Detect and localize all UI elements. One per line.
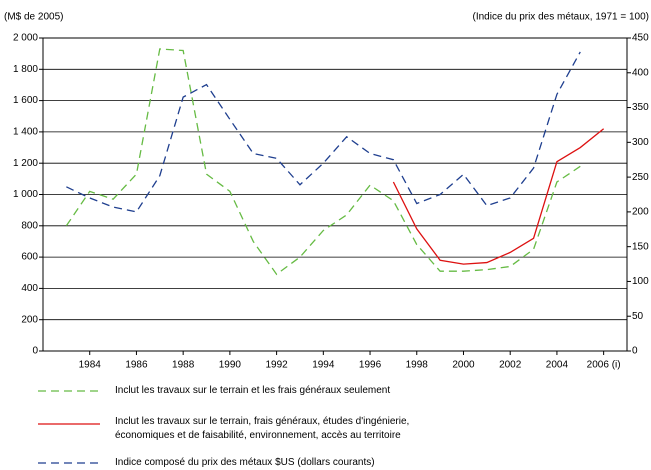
legend-swatch bbox=[38, 390, 100, 392]
y-tick-label: 1 200 bbox=[13, 158, 38, 169]
plot-frame bbox=[42, 37, 628, 352]
x-tick-label: 1990 bbox=[219, 360, 242, 371]
series-line bbox=[65, 48, 581, 276]
y2-tick-label: 350 bbox=[632, 102, 649, 113]
y2-tick-label: 250 bbox=[632, 172, 649, 183]
y-tick-label: 2 000 bbox=[13, 33, 38, 44]
legend-swatch bbox=[38, 423, 100, 425]
x-tick-label: 1988 bbox=[172, 360, 195, 371]
x-tick-label: 1998 bbox=[406, 360, 429, 371]
x-tick-label: 2002 bbox=[499, 360, 522, 371]
x-tick-label: 1996 bbox=[359, 360, 382, 371]
y2-tick-label: 450 bbox=[632, 33, 649, 44]
y2-tick-label: 100 bbox=[632, 276, 649, 287]
x-tick-label: 2006 (i) bbox=[587, 360, 621, 371]
x-tick-label: 1994 bbox=[312, 360, 335, 371]
y2-tick-label: 200 bbox=[632, 207, 649, 218]
y-tick-label: 1 600 bbox=[13, 95, 38, 106]
legend-label: Inclut les travaux sur le terrain, frais… bbox=[115, 416, 410, 441]
y-tick-label: 800 bbox=[21, 220, 38, 231]
y-tick-label: 600 bbox=[21, 252, 38, 263]
y-tick-label: 1 000 bbox=[13, 189, 38, 200]
x-tick-label: 1984 bbox=[79, 360, 102, 371]
y-tick-label: 400 bbox=[21, 283, 38, 294]
y2-tick-label: 400 bbox=[632, 67, 649, 78]
y-axis-title: (M$ de 2005) bbox=[4, 12, 63, 23]
y2-tick-label: 150 bbox=[632, 241, 649, 252]
x-tick-label: 1992 bbox=[265, 360, 288, 371]
y2-tick-label: 300 bbox=[632, 137, 649, 148]
legend-label: Indice composé du prix des métaux $US (d… bbox=[115, 457, 375, 468]
y-tick-label: 0 bbox=[32, 346, 38, 357]
y-tick-label: 1 800 bbox=[13, 64, 38, 75]
y-tick-label: 200 bbox=[21, 314, 38, 325]
legend-label: Inclut les travaux sur le terrain et les… bbox=[115, 385, 391, 396]
y-tick-label: 1 400 bbox=[13, 127, 38, 138]
legend-swatch bbox=[38, 462, 100, 464]
x-tick-label: 2000 bbox=[452, 360, 475, 371]
y2-axis-title: (Indice du prix des métaux, 1971 = 100) bbox=[473, 12, 650, 23]
series-line bbox=[392, 128, 605, 265]
x-tick-label: 2004 bbox=[546, 360, 569, 371]
series-line bbox=[66, 51, 581, 213]
y2-tick-label: 0 bbox=[632, 346, 638, 357]
y2-tick-label: 50 bbox=[632, 311, 644, 322]
chart: (M$ de 2005) (Indice du prix des métaux,… bbox=[4, 12, 650, 371]
x-tick-label: 1986 bbox=[125, 360, 148, 371]
